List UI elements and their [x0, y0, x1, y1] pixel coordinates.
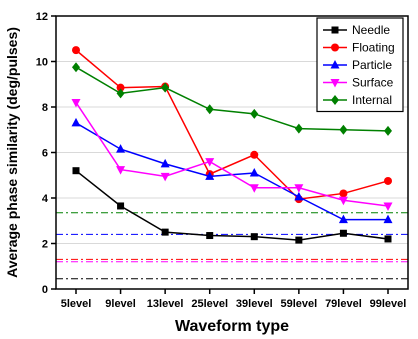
data-point-internal [72, 62, 80, 73]
data-point-particle [71, 117, 81, 127]
y-tick-label: 4 [42, 193, 49, 205]
y-axis: 0 2 4 6 8 10 12 [36, 11, 56, 296]
series-line-surface [75, 102, 389, 207]
data-point-internal [205, 104, 214, 115]
data-point-floating [384, 176, 392, 185]
series-group [71, 46, 393, 244]
x-tick-label: 79level [325, 298, 362, 310]
x-tick-label: 9level [105, 298, 136, 310]
legend-label: Needle [352, 23, 390, 37]
data-point-particle [338, 214, 348, 224]
data-point-particle [249, 167, 259, 177]
legend-label: Floating [352, 41, 395, 55]
data-point-needle [295, 236, 303, 244]
data-point-needle [250, 233, 258, 241]
x-tick-label: 25level [191, 298, 228, 310]
data-point-floating [116, 83, 125, 92]
data-point-needle [161, 228, 169, 236]
y-tick-label: 0 [42, 284, 48, 296]
reference-lines [56, 212, 408, 280]
legend-marker [331, 43, 339, 52]
data-point-needle [384, 235, 392, 243]
legend-label: Particle [352, 58, 392, 72]
series-line-internal [75, 66, 389, 132]
legend-label: Surface [352, 76, 394, 90]
data-point-particle [205, 171, 215, 180]
data-point-internal [116, 88, 125, 99]
data-point-floating [250, 150, 259, 159]
data-point-surface [338, 196, 348, 206]
y-tick-label: 12 [36, 11, 48, 23]
data-point-needle [117, 202, 125, 210]
series-line-needle [75, 170, 389, 241]
legend-item-floating: Floating [323, 41, 395, 55]
x-tick-label: 99level [370, 298, 407, 310]
y-tick-label: 6 [42, 148, 48, 160]
data-point-floating [339, 189, 348, 198]
legend-marker [331, 26, 339, 34]
legend-item-particle: Particle [323, 58, 392, 72]
data-point-internal [161, 82, 170, 93]
data-point-needle [206, 232, 214, 240]
y-axis-title: Average phase similarity (deg/pulses) [4, 27, 20, 278]
series-internal [72, 62, 392, 136]
data-point-particle [383, 214, 393, 224]
legend-item-internal: Internal [323, 93, 392, 107]
series-needle [72, 167, 392, 244]
data-point-surface [160, 172, 170, 182]
data-point-surface [383, 202, 393, 211]
x-tick-label: 13level [147, 298, 184, 310]
legend-label: Internal [352, 93, 392, 107]
data-point-internal [250, 108, 259, 119]
series-line-floating [75, 49, 389, 200]
data-point-particle [294, 191, 304, 201]
y-tick-label: 10 [36, 57, 48, 69]
legend-item-surface: Surface [323, 76, 394, 90]
legend-marker [330, 79, 340, 88]
data-point-surface [205, 158, 215, 167]
data-point-surface [249, 184, 259, 193]
legend-item-needle: Needle [323, 23, 390, 37]
data-point-surface [294, 184, 304, 193]
data-point-particle [160, 158, 170, 168]
data-point-surface [116, 166, 126, 175]
x-tick-label: 5level [61, 298, 92, 310]
data-point-internal [384, 125, 392, 136]
data-point-floating [72, 46, 80, 55]
legend: Needle Floating Particle Surface Internal [316, 17, 404, 113]
data-point-internal [339, 124, 348, 135]
data-point-internal [294, 123, 303, 134]
y-tick-label: 2 [42, 239, 48, 251]
data-point-surface [71, 98, 81, 108]
data-point-needle [339, 229, 347, 237]
legend-marker [331, 95, 339, 105]
series-surface [71, 98, 393, 211]
x-axis-title: Waveform type [175, 318, 289, 335]
y-tick-label: 8 [42, 102, 48, 114]
x-axis: 5level 9level 13level 25level 39level 59level… [61, 289, 407, 310]
data-point-particle [116, 144, 126, 153]
x-tick-label: 59level [281, 298, 318, 310]
legend-marker [330, 60, 340, 69]
x-tick-label: 39level [236, 298, 273, 310]
data-point-needle [72, 167, 80, 175]
